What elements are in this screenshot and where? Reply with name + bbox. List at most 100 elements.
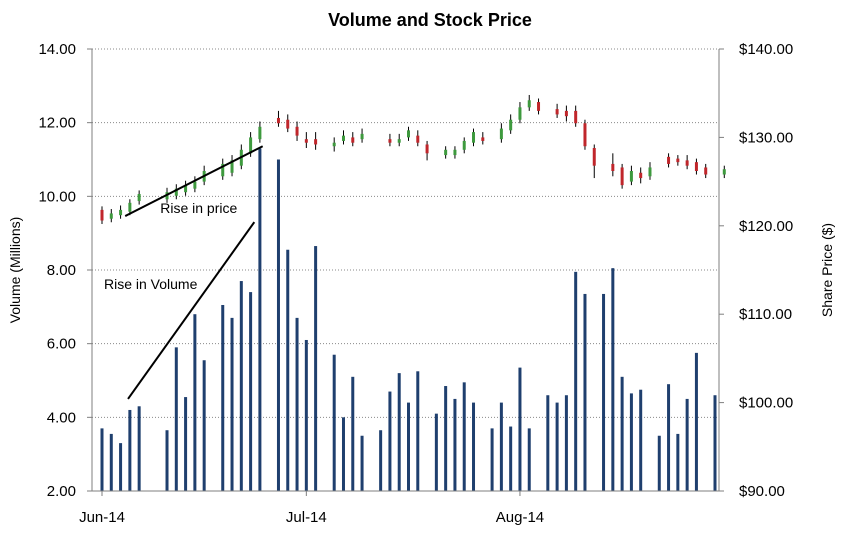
- annotation-line: [124, 145, 264, 217]
- volume-bar: [109, 433, 113, 491]
- annotation-line: [127, 221, 256, 400]
- volume-bar: [295, 317, 299, 491]
- candle-up: [397, 133, 401, 147]
- volume-bar: [667, 384, 671, 491]
- candle-body: [100, 209, 104, 221]
- candle-up: [258, 121, 262, 143]
- volume-bar: [165, 430, 169, 491]
- candle-body: [527, 100, 531, 108]
- volume-bar: [453, 398, 457, 491]
- y-axis-right-label: Share Price ($): [819, 223, 835, 317]
- candle-down: [592, 144, 596, 179]
- candle-up: [453, 146, 457, 159]
- candle-up: [137, 190, 141, 205]
- candle-body: [453, 149, 457, 156]
- x-tick-label: Jul-14: [286, 509, 327, 526]
- candle-body: [462, 140, 466, 150]
- volume-bar: [611, 268, 615, 491]
- candle-body: [397, 139, 401, 143]
- volume-bar: [444, 386, 448, 491]
- volume-bar: [249, 292, 253, 491]
- y-left-tick-label: 14.00: [38, 41, 76, 58]
- candle-body: [564, 110, 568, 117]
- annotations: Rise in price Rise in Volume: [104, 145, 264, 400]
- volume-bar: [490, 428, 494, 491]
- candle-body: [128, 202, 132, 212]
- candle-body: [119, 209, 123, 216]
- candle-body: [611, 163, 615, 171]
- candle-body: [667, 156, 671, 164]
- candle-up: [174, 184, 178, 200]
- candle-down: [286, 114, 290, 133]
- candle-body: [481, 137, 485, 141]
- candle-body: [388, 139, 392, 143]
- candle-up: [722, 165, 726, 179]
- y-left-tick-label: 2.00: [47, 483, 76, 500]
- candle-body: [314, 139, 318, 145]
- candle-up: [230, 155, 234, 177]
- candle-down: [639, 167, 643, 184]
- candle-down: [276, 110, 280, 127]
- candle-down: [564, 105, 568, 122]
- gridlines: [92, 48, 719, 418]
- candle-down: [388, 133, 392, 147]
- candle-up: [509, 114, 513, 134]
- candle-up: [341, 130, 345, 145]
- candle-down: [676, 155, 680, 166]
- candle-up: [462, 137, 466, 154]
- candle-body: [184, 185, 188, 193]
- candle-body: [592, 148, 596, 166]
- volume-bar: [341, 417, 345, 491]
- volume-bar: [462, 382, 466, 491]
- candle-body: [276, 117, 280, 124]
- volume-bar: [499, 402, 503, 491]
- volume-bar: [258, 148, 262, 491]
- candle-body: [583, 123, 587, 147]
- candle-body: [629, 170, 633, 182]
- candle-body: [472, 132, 476, 143]
- candle-up: [444, 146, 448, 159]
- candle-body: [341, 135, 345, 141]
- candle-body: [639, 172, 643, 179]
- annotation-label: Rise in price: [160, 200, 237, 216]
- candle-body: [304, 139, 308, 143]
- candle-up: [499, 123, 503, 143]
- y-right-tick-label: $130.00: [739, 129, 793, 146]
- candle-down: [304, 132, 308, 149]
- y-left-tick-label: 12.00: [38, 115, 76, 132]
- volume-bar: [694, 352, 698, 491]
- volume-bar: [351, 376, 355, 491]
- candle-down: [425, 140, 429, 161]
- volume-bar: [564, 395, 568, 491]
- candle-down: [100, 206, 104, 225]
- candle-body: [174, 188, 178, 196]
- candle-down: [574, 105, 578, 127]
- volume-bar: [583, 293, 587, 491]
- x-tick-label: Aug-14: [496, 509, 544, 526]
- volume-bar: [202, 360, 206, 491]
- candle-body: [648, 167, 652, 177]
- volume-bar: [360, 435, 364, 491]
- volume-bar: [128, 409, 132, 491]
- candle-down: [685, 155, 689, 170]
- volume-bar: [239, 281, 243, 491]
- y-axis-left-label: Volume (Millions): [7, 217, 23, 324]
- volume-bar: [518, 367, 522, 491]
- candle-up: [648, 162, 652, 180]
- candle-down: [537, 98, 541, 115]
- volume-bar: [546, 395, 550, 491]
- volume-bar: [639, 389, 643, 491]
- volume-bars: [100, 148, 717, 491]
- volume-bar: [230, 317, 234, 491]
- volume-bar: [602, 293, 606, 491]
- candle-body: [295, 126, 299, 136]
- x-tick-label: Jun-14: [79, 509, 125, 526]
- candle-down: [704, 163, 708, 179]
- candle-up: [128, 199, 132, 216]
- candle-body: [416, 135, 420, 143]
- volume-bar: [713, 395, 717, 491]
- price-candles: [100, 94, 726, 225]
- volume-bar: [509, 426, 513, 491]
- candle-down: [583, 119, 587, 150]
